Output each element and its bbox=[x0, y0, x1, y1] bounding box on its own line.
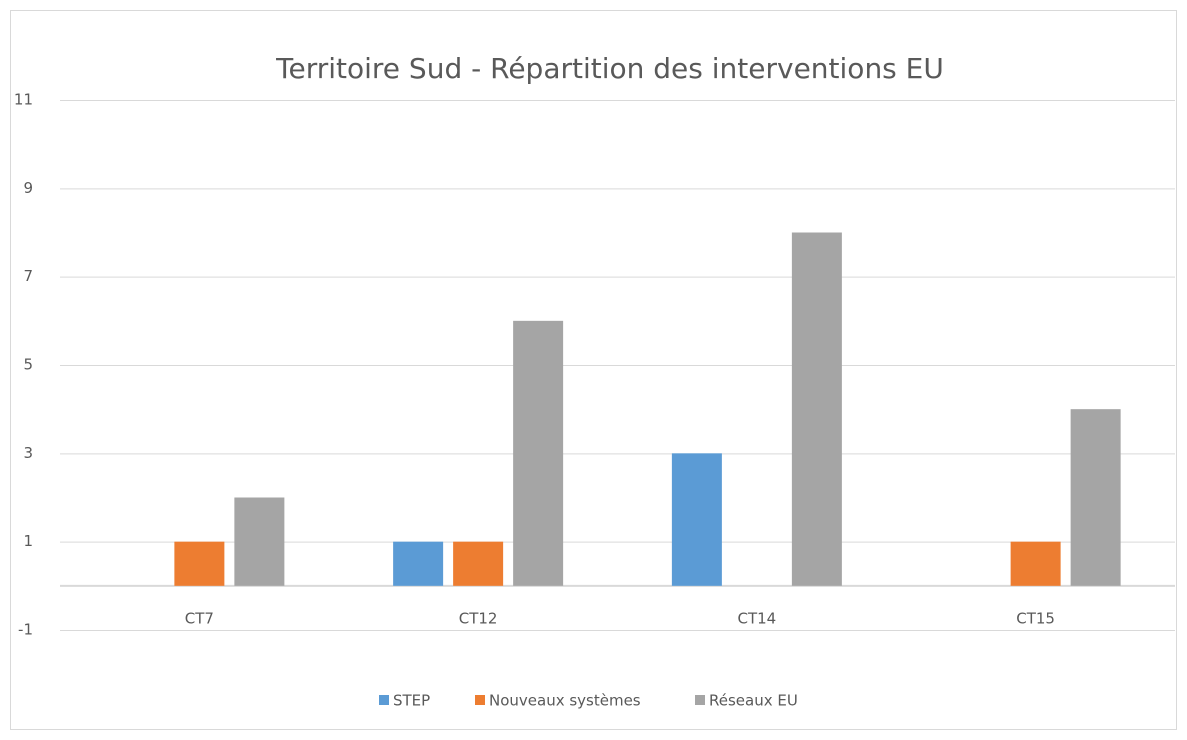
y-tick-label: 7 bbox=[23, 267, 33, 285]
bar bbox=[791, 232, 842, 586]
x-tick-label: CT7 bbox=[185, 610, 214, 628]
legend-swatch bbox=[379, 695, 389, 705]
chart-title: Territoire Sud - Répartition des interve… bbox=[275, 52, 944, 85]
x-tick-label: CT15 bbox=[1016, 610, 1055, 628]
legend-label: Réseaux EU bbox=[709, 692, 798, 710]
y-tick-label: 5 bbox=[23, 356, 33, 374]
legend-label: STEP bbox=[393, 692, 430, 710]
legend-label: Nouveaux systèmes bbox=[489, 692, 641, 710]
bar bbox=[1010, 541, 1061, 586]
y-tick-label: 3 bbox=[23, 444, 33, 462]
bar bbox=[671, 453, 722, 586]
x-tick-label: CT12 bbox=[459, 610, 498, 628]
bar bbox=[1070, 409, 1121, 586]
bar bbox=[174, 541, 225, 586]
y-tick-label: 9 bbox=[23, 179, 33, 197]
x-tick-label: CT14 bbox=[738, 610, 777, 628]
chart-border bbox=[10, 10, 1177, 730]
bar bbox=[234, 497, 285, 586]
bar bbox=[513, 320, 564, 586]
bar bbox=[393, 541, 444, 586]
bar bbox=[453, 541, 504, 586]
y-tick-label: -1 bbox=[18, 621, 33, 639]
legend-swatch bbox=[475, 695, 485, 705]
y-tick-label: 11 bbox=[14, 91, 33, 109]
legend-swatch bbox=[695, 695, 705, 705]
y-tick-label: 1 bbox=[23, 532, 33, 550]
